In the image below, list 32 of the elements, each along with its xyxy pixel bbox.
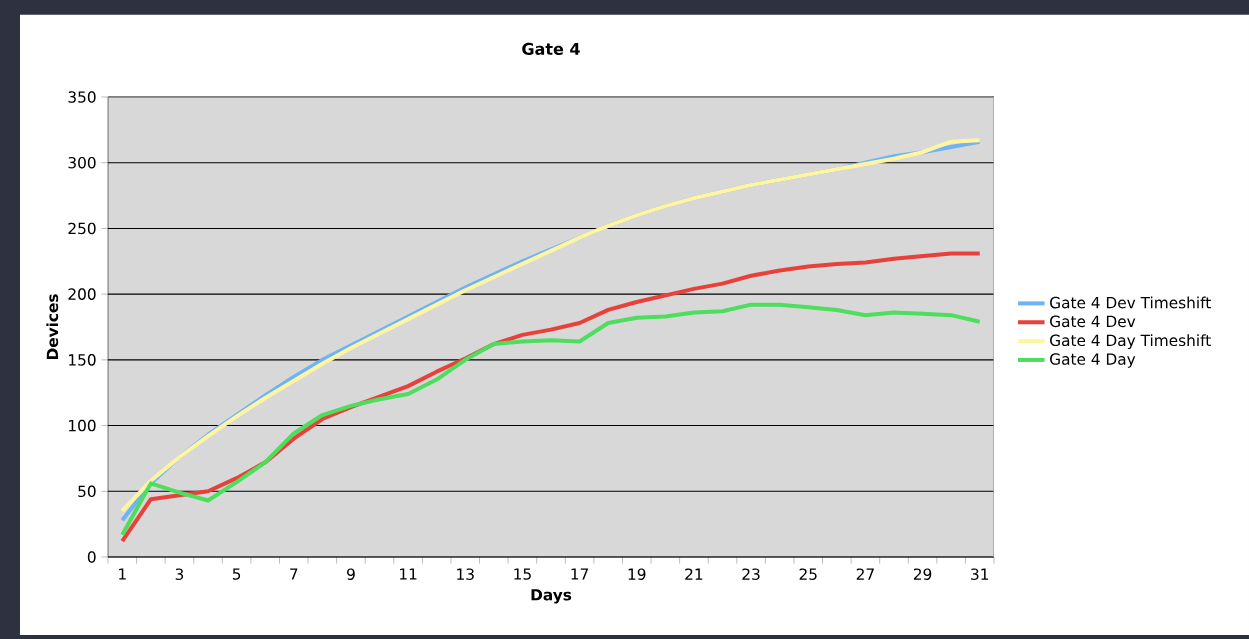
- x-axis-title: Days: [531, 589, 572, 604]
- x-tick-label: 29: [913, 568, 932, 580]
- x-tick-label: 7: [290, 568, 298, 580]
- x-tick-label: 15: [514, 568, 531, 580]
- x-tick-label: 3: [175, 568, 184, 580]
- x-tick-label: 13: [457, 568, 474, 580]
- y-tick-label: 100: [69, 419, 96, 432]
- x-tick-label: 19: [628, 568, 646, 580]
- y-tick-label: 50: [78, 485, 96, 498]
- y-axis-title: Devices: [46, 294, 59, 360]
- x-tick-label: 11: [400, 568, 417, 580]
- legend-label: Gate 4 Day Timeshift: [1050, 334, 1211, 350]
- x-tick-label: 21: [685, 568, 703, 580]
- x-tick-label: 5: [232, 568, 241, 580]
- y-tick-label: 300: [68, 156, 96, 169]
- y-tick-label: 350: [68, 91, 96, 103]
- x-tick-label: 25: [799, 568, 817, 580]
- legend-label: Gate 4 Dev: [1050, 315, 1136, 328]
- x-tick-label: 1: [119, 568, 126, 580]
- x-tick-label: 17: [571, 568, 589, 580]
- y-tick-label: 200: [68, 288, 96, 300]
- x-tick-label: 27: [856, 568, 874, 580]
- chart-title: Gate 4: [522, 42, 580, 55]
- legend-label: Gate 4 Day: [1050, 353, 1136, 368]
- x-tick-label: 31: [971, 568, 989, 580]
- line-series: [120, 302, 982, 537]
- x-tick-label: 9: [347, 568, 355, 580]
- legend-label: Gate 4 Dev Timeshift: [1050, 296, 1211, 309]
- y-tick-label: 250: [68, 222, 96, 235]
- x-tick-label: 23: [742, 568, 760, 580]
- y-tick-label: 0: [87, 551, 96, 563]
- y-tick-label: 150: [69, 354, 96, 366]
